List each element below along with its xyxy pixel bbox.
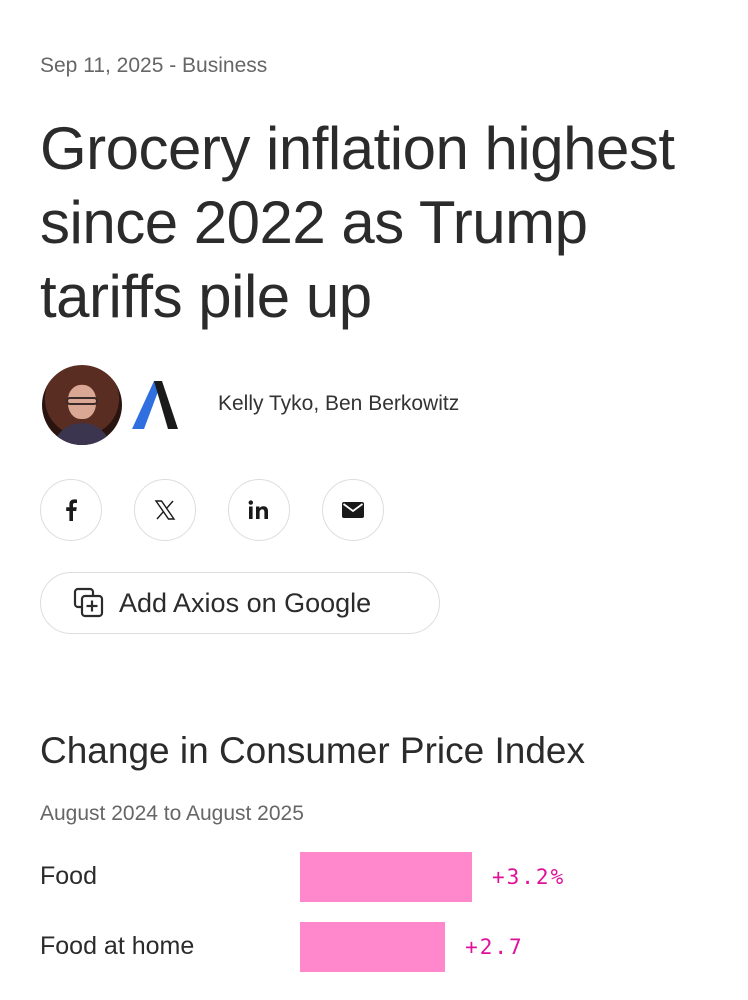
x-share-button[interactable] [134,479,196,541]
x-icon [154,500,176,520]
page-title: Grocery inflation highest since 2022 as … [40,115,675,330]
email-share-button[interactable] [322,479,384,541]
bar [300,852,472,902]
mail-icon [342,502,364,518]
bar-value-label: +2.7 [465,935,524,959]
linkedin-icon [248,500,268,519]
linkedin-share-button[interactable] [228,479,290,541]
author-avatar[interactable] [42,365,122,445]
facebook-share-button[interactable] [40,479,102,541]
add-axios-on-google-label: Add Axios on Google [119,587,372,618]
add-to-google-icon [73,587,104,618]
bar [300,922,446,972]
bar-label: Food at home [40,932,195,960]
byline [42,365,180,445]
share-row [40,479,384,541]
chart-title: Change in Consumer Price Index [40,730,586,771]
bar-label: Food [40,862,97,890]
facebook-icon [66,499,77,521]
author-names[interactable]: Kelly Tyko, Ben Berkowitz [218,392,460,415]
chart-subtitle: August 2024 to August 2025 [40,802,304,825]
article-meta: Sep 11, 2025 - Business [40,54,268,77]
bar-value-label: +3.2% [492,865,566,889]
axios-logo-icon[interactable] [130,375,180,435]
cpi-bar-chart: Food +3.2% Food at home +2.7 [0,850,748,1000]
add-axios-on-google-button[interactable]: Add Axios on Google [40,572,440,634]
